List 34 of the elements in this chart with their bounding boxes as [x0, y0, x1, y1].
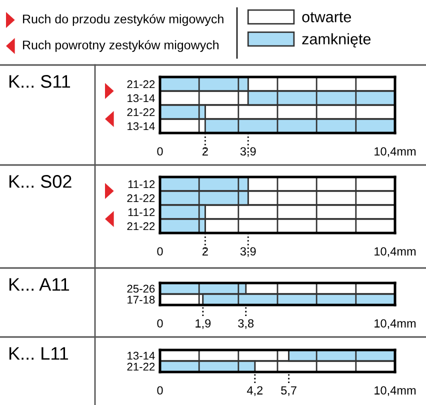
x-tick-label: 10,4mm: [374, 247, 416, 257]
y-tick-label: 21-22: [127, 108, 155, 116]
x-tick-label: 3,9: [240, 247, 256, 257]
x-tick-label: 0: [157, 247, 163, 256]
legend-label: otwarte: [302, 12, 352, 22]
x-tick-label: 4,2: [246, 386, 263, 396]
x-tick-label: 0: [157, 319, 163, 328]
x-tick-label: 10,4mm: [374, 319, 416, 329]
y-tick-label: 21-22: [127, 194, 155, 202]
legend-label: zamknięte: [302, 33, 371, 48]
x-tick-label: 5,7: [281, 386, 296, 396]
y-tick-label: 13-14: [128, 352, 155, 360]
y-tick-label: 11-12: [128, 180, 155, 188]
y-tick-label: 21-22: [127, 362, 155, 371]
chart-title: K... S02: [9, 175, 72, 188]
chart-title: K... S11: [9, 75, 70, 88]
x-tick-label: 0: [157, 147, 163, 156]
text: Ruch powrotny zestyków migowych: [23, 40, 218, 52]
x-tick-label: 0: [157, 386, 163, 395]
x-tick-label: 10,4mm: [374, 147, 416, 157]
y-tick-label: 21-22: [127, 222, 155, 230]
x-tick-label: 1,9: [196, 319, 211, 329]
y-tick-label: 11-12: [128, 208, 155, 216]
chart-title: K... A11: [9, 278, 70, 291]
y-tick-label: 21-22: [127, 80, 155, 88]
chart-title: K... L11: [9, 347, 68, 360]
y-tick-label: 17-18: [128, 296, 155, 304]
y-tick-label: 25-26: [127, 284, 155, 293]
x-tick-label: 3,8: [238, 319, 254, 329]
y-tick-label: 13-14: [128, 94, 155, 102]
x-tick-label: 3,9: [240, 147, 256, 157]
x-tick-label: 10,4mm: [374, 386, 416, 396]
text: Ruch do przodu zestyków migowych: [23, 14, 224, 26]
y-tick-label: 13-14: [128, 122, 155, 130]
